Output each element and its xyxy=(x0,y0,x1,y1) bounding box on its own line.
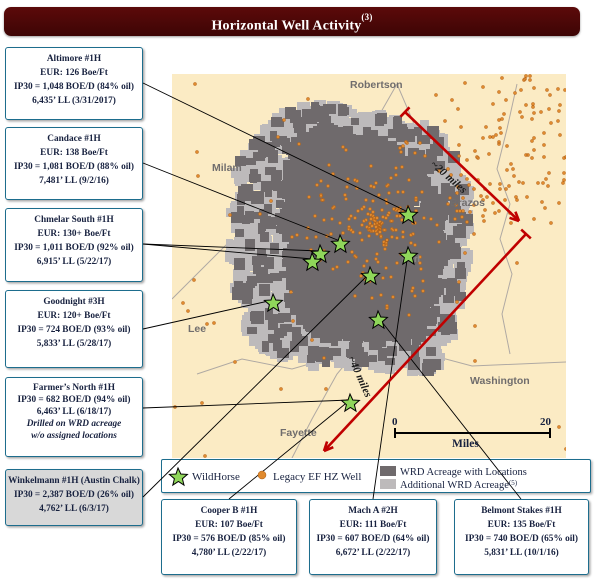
svg-text:Washington: Washington xyxy=(470,375,530,387)
svg-text:Lee: Lee xyxy=(188,323,206,335)
svg-text:Milam: Milam xyxy=(212,162,242,174)
svg-text:Fayette: Fayette xyxy=(280,427,317,439)
svg-text:Burl: Burl xyxy=(402,254,420,264)
svg-text:Robertson: Robertson xyxy=(350,79,403,91)
svg-text:Brazos: Brazos xyxy=(450,197,485,209)
